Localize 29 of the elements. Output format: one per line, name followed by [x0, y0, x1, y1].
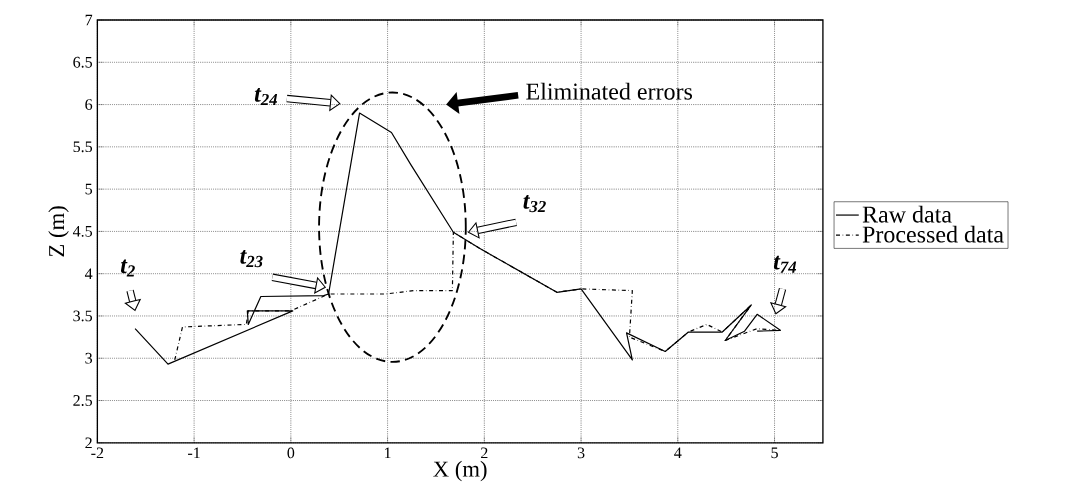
annotation: t$_{2}$ [120, 259, 135, 277]
y-tick-label: 2.5 [73, 394, 93, 406]
legend-label: Processed data [862, 225, 1004, 243]
x-tick-label: 4 [674, 447, 682, 458]
y-tick-label: 2 [85, 437, 92, 448]
x-tick-label: -1 [188, 447, 200, 458]
legend-label: Raw data [862, 205, 952, 223]
x-tick-label: 5 [771, 447, 778, 458]
x-tick-label: -2 [91, 447, 104, 458]
annotation: t$_{32}$ [523, 194, 546, 212]
annotation: t$_{74}$ [773, 255, 797, 273]
x-tick-label: 0 [287, 447, 295, 459]
y-tick-label: 5.5 [73, 141, 93, 152]
y-axis-title: Z (m) [48, 206, 69, 257]
y-tick-label: 5 [85, 183, 93, 195]
x-tick-label: 3 [577, 447, 585, 459]
y-tick-label: 6.5 [73, 56, 93, 68]
y-tick-label: 3 [85, 352, 93, 364]
y-tick-label: 4.5 [72, 225, 93, 237]
x-tick-label: 2 [481, 447, 488, 458]
x-axis-title: X (m) [433, 460, 487, 482]
y-tick-label: 3.5 [73, 310, 93, 322]
annotation: t$_{23}$ [240, 249, 263, 267]
annotation: t$_{24}$ [254, 87, 278, 105]
y-tick-label: 4 [84, 268, 93, 279]
y-tick-label: 7 [85, 14, 93, 26]
x-tick-label: 1 [384, 447, 391, 458]
y-tick-label: 6 [85, 98, 93, 110]
annotation: Eliminated errors [526, 82, 693, 100]
